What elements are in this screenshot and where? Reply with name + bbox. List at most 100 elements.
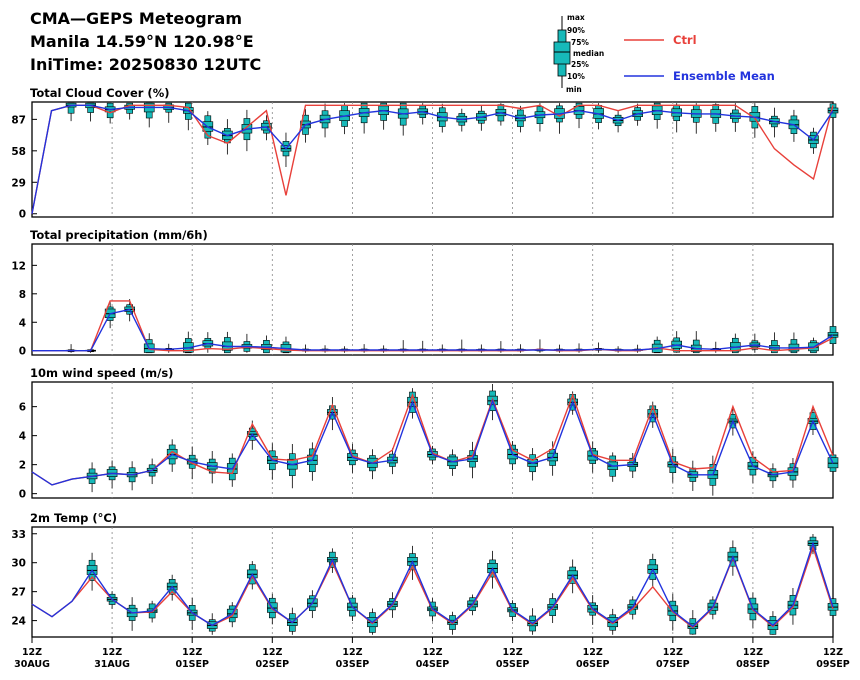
figure-title: CMA—GEPS Meteogram <box>30 9 242 28</box>
legend-min-label: min <box>566 85 582 94</box>
x-tick-date-label: 31AUG <box>94 659 130 670</box>
x-tick-hour-label: 12Z <box>182 647 202 658</box>
legend-max-label: max <box>567 13 585 22</box>
x-axis: 12Z30AUG12Z31AUG12Z01SEP12Z02SEP12Z03SEP… <box>14 637 850 670</box>
box-plot <box>651 336 663 354</box>
panel-title: 10m wind speed (m/s) <box>30 366 173 380</box>
box-plot <box>749 333 761 353</box>
box-plot <box>126 597 138 631</box>
box-plot <box>593 103 604 130</box>
box-plot <box>612 109 624 133</box>
panel-title: Total Cloud Cover (%) <box>30 86 169 100</box>
x-tick-date-label: 08SEP <box>736 659 770 670</box>
box-plot <box>527 448 538 481</box>
box-plot <box>436 344 448 353</box>
mean-series-line <box>31 104 834 214</box>
x-tick-date-label: 03SEP <box>336 659 370 670</box>
box-plot <box>447 449 458 476</box>
box-plot <box>378 102 389 130</box>
x-tick-hour-label: 12Z <box>262 647 282 658</box>
panel-2: Total precipitation (mm/6h) 0 4 8 12 <box>11 228 839 358</box>
panel-title: 2m Temp (°C) <box>30 511 117 525</box>
box-plot <box>554 103 565 134</box>
box-plot <box>671 103 683 133</box>
x-tick-hour-label: 12Z <box>503 647 523 658</box>
y-tick-label: 0 <box>19 489 26 501</box>
y-tick-label: 4 <box>19 317 26 329</box>
box-plot <box>378 345 389 353</box>
box-plot <box>651 102 663 129</box>
x-tick-date-label: 04SEP <box>416 659 450 670</box>
legend-median-label: median <box>573 49 604 58</box>
x-tick-date-label: 01SEP <box>175 659 209 670</box>
box-plot <box>767 463 779 488</box>
legend-p75-label: 75% <box>571 38 589 47</box>
box-plot <box>707 455 719 496</box>
box-plot <box>554 344 565 353</box>
box-plot <box>202 332 214 353</box>
legend-p90-label: 90% <box>567 26 585 35</box>
box-plot <box>367 449 378 480</box>
box-plot <box>126 461 138 491</box>
panel-1: Total Cloud Cover (%) 0 29 58 87 <box>11 86 839 221</box>
x-tick-date-label: 30AUG <box>14 659 50 670</box>
y-tick-label: 6 <box>19 402 26 414</box>
y-tick-label: 58 <box>11 146 26 158</box>
y-tick-label: 30 <box>11 558 26 570</box>
box-plot <box>358 344 370 353</box>
x-tick-date-label: 02SEP <box>256 659 290 670</box>
box-plot <box>397 102 409 136</box>
box-plot <box>593 342 604 353</box>
y-tick-label: 12 <box>11 260 26 272</box>
ctrl-series-line <box>31 104 834 214</box>
init-time-label: IniTime: 20250830 12UTC <box>30 55 261 74</box>
box-plot <box>280 132 292 168</box>
legend-ctrl-label: Ctrl <box>673 33 697 47</box>
x-tick-hour-label: 12Z <box>342 647 362 658</box>
box-plot <box>261 335 272 354</box>
box-plot <box>749 103 761 138</box>
box-plot <box>690 103 702 134</box>
box-legend-glyph <box>553 16 571 88</box>
box-plot <box>827 320 839 352</box>
panel-title: Total precipitation (mm/6h) <box>30 228 208 242</box>
box-plot <box>515 105 526 133</box>
box-plot <box>65 344 77 353</box>
mean-series-line <box>31 398 834 486</box>
box-plot <box>226 453 238 487</box>
x-tick-hour-label: 12Z <box>743 647 763 658</box>
x-tick-hour-label: 12Z <box>823 647 843 658</box>
legend: max 90% 75% median 25% 10% min Ctrl Ense… <box>553 13 775 94</box>
y-tick-label: 29 <box>11 177 26 189</box>
mean-series-line <box>32 308 834 352</box>
mean-series-line <box>31 541 834 628</box>
legend-mean-label: Ensemble Mean <box>673 69 775 83</box>
box-plot <box>300 344 311 353</box>
ctrl-series-line <box>31 545 834 629</box>
box-plot <box>456 108 468 132</box>
box-plot <box>241 333 253 353</box>
box-plot <box>163 343 175 353</box>
box-plot <box>319 345 331 353</box>
x-tick-hour-label: 12Z <box>102 647 122 658</box>
x-tick-hour-label: 12Z <box>22 647 42 658</box>
box-plot <box>222 119 233 155</box>
box-plot <box>300 109 311 143</box>
y-tick-label: 4 <box>19 431 26 443</box>
y-tick-label: 0 <box>19 209 26 221</box>
box-plot <box>417 103 429 125</box>
box-plot <box>690 331 702 354</box>
box-plot <box>287 607 298 635</box>
y-tick-label: 27 <box>11 587 26 599</box>
y-tick-label: 2 <box>19 460 26 472</box>
box-plot <box>687 460 699 491</box>
box-plot <box>515 344 526 353</box>
box-plot <box>607 452 619 482</box>
box-plot <box>710 103 722 132</box>
panels: Total Cloud Cover (%) 0 29 58 87 Total precip… <box>11 86 839 638</box>
x-tick-date-label: 06SEP <box>576 659 610 670</box>
legend-p25-label: 25% <box>571 60 589 69</box>
box-plot <box>358 102 370 134</box>
y-tick-label: 0 <box>19 346 26 358</box>
panel-3: 10m wind speed (m/s) 0 2 4 6 <box>19 366 839 501</box>
